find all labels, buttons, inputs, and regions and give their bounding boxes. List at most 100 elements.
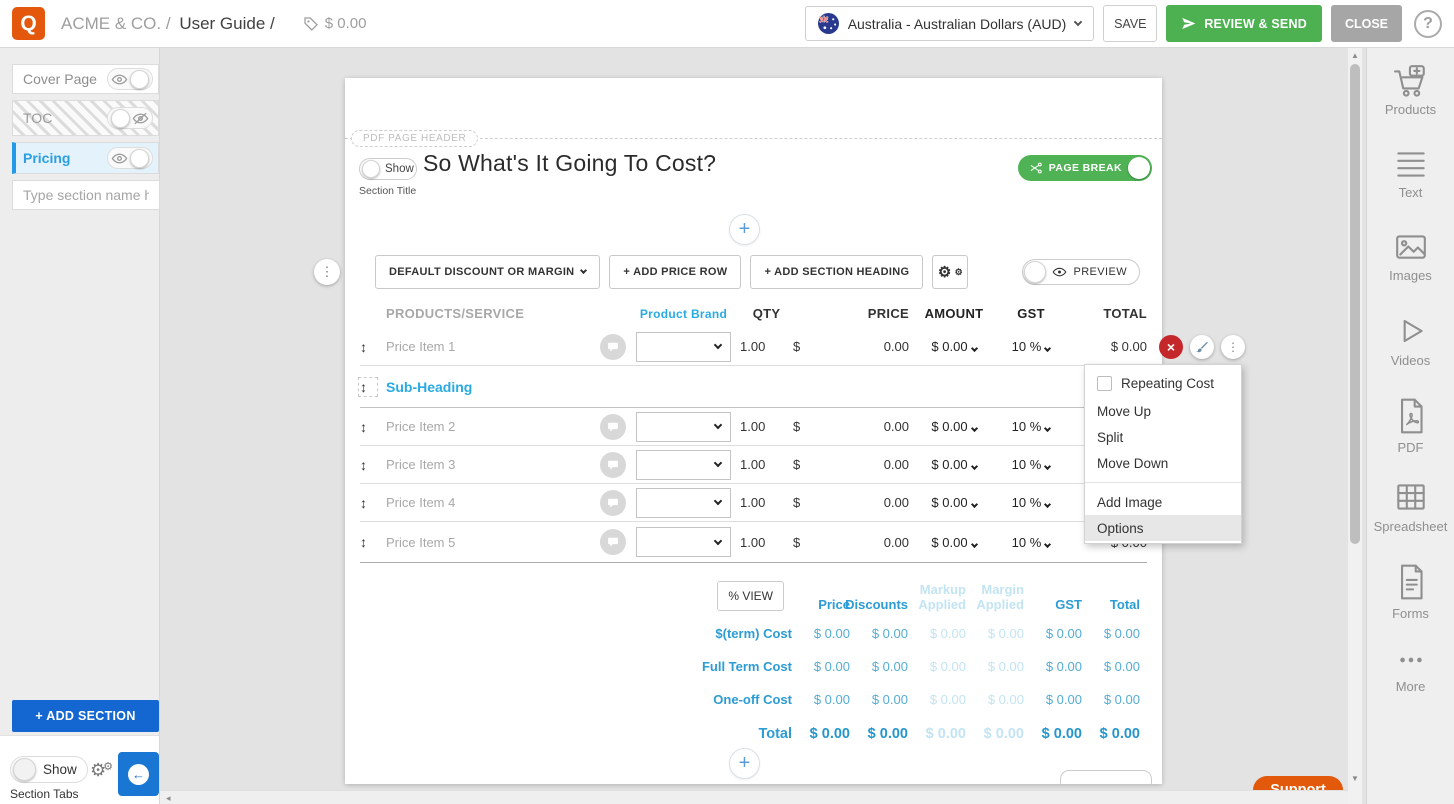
default-discount-dropdown[interactable]: DEFAULT DISCOUNT OR MARGIN bbox=[375, 255, 601, 289]
drag-handle-icon[interactable]: ↕ bbox=[360, 494, 367, 511]
tool-pdf[interactable]: PDF bbox=[1367, 396, 1454, 479]
qty-value[interactable]: 1.00 bbox=[740, 457, 766, 472]
drag-handle-icon[interactable]: ↕ bbox=[360, 456, 367, 473]
comment-bubble-icon[interactable] bbox=[600, 413, 626, 440]
comment-bubble-icon[interactable] bbox=[600, 451, 626, 478]
summary-value: $ 0.00 bbox=[813, 659, 850, 674]
delete-row-button[interactable]: × bbox=[1159, 335, 1183, 359]
scroll-left-arrow[interactable]: ◂ bbox=[166, 793, 171, 803]
vertical-scrollbar[interactable]: ▲ ▼ bbox=[1348, 48, 1362, 804]
app-logo[interactable]: Q bbox=[12, 7, 45, 40]
tool-videos[interactable]: Videos bbox=[1367, 313, 1454, 396]
amount-select[interactable]: $ 0.00 bbox=[913, 457, 995, 472]
scroll-up-arrow[interactable]: ▲ bbox=[1351, 51, 1359, 60]
drag-handle-icon[interactable]: ↕ bbox=[360, 534, 367, 550]
menu-item-add-image[interactable]: Add Image bbox=[1085, 489, 1241, 515]
menu-item-move-up[interactable]: Move Up bbox=[1085, 398, 1241, 424]
scrollbar-thumb[interactable] bbox=[1350, 64, 1360, 544]
amount-select[interactable]: $ 0.00 bbox=[913, 339, 995, 354]
table-settings-gear-icon[interactable]: ⚙ ⚙ bbox=[932, 255, 969, 289]
menu-item-split[interactable]: Split bbox=[1085, 424, 1241, 450]
product-brand-select[interactable] bbox=[636, 527, 731, 557]
qty-value[interactable]: 1.00 bbox=[740, 339, 766, 354]
tool-text[interactable]: Text bbox=[1367, 147, 1454, 230]
gst-select[interactable]: 10 % bbox=[995, 457, 1067, 472]
add-content-above-button[interactable]: + bbox=[729, 214, 760, 245]
preview-toggle[interactable]: PREVIEW bbox=[1022, 259, 1140, 285]
new-section-name-input[interactable] bbox=[12, 180, 160, 210]
price-item-name[interactable]: Price Item 1 bbox=[386, 339, 456, 354]
product-brand-select[interactable] bbox=[636, 449, 731, 480]
percent-view-button[interactable]: % VIEW bbox=[717, 581, 784, 611]
drag-handle-icon[interactable]: ↕ bbox=[360, 418, 367, 435]
price-item-name[interactable]: Price Item 5 bbox=[386, 534, 456, 550]
section-tabs-show-toggle[interactable]: Show bbox=[10, 756, 88, 783]
sidebar-section-toc[interactable]: TOC bbox=[12, 100, 159, 136]
drag-handle-icon[interactable]: ↕ bbox=[358, 376, 378, 397]
qty-value[interactable]: 1.00 bbox=[740, 419, 766, 434]
comment-bubble-icon[interactable] bbox=[600, 489, 626, 516]
tool-spreadsheet[interactable]: Spreadsheet bbox=[1367, 479, 1454, 562]
product-brand-select[interactable] bbox=[636, 487, 731, 518]
style-brush-button[interactable] bbox=[1190, 335, 1214, 359]
qty-value[interactable]: 1.00 bbox=[740, 495, 766, 510]
breadcrumb-document[interactable]: User Guide / bbox=[179, 13, 275, 33]
tool-more[interactable]: More bbox=[1367, 645, 1454, 728]
price-value[interactable]: 0.00 bbox=[883, 457, 909, 472]
collapse-sidebar-button[interactable]: ← bbox=[118, 752, 159, 796]
product-brand-select[interactable] bbox=[636, 411, 731, 442]
sidebar-section-cover-page[interactable]: Cover Page bbox=[12, 64, 159, 94]
tool-images[interactable]: Images bbox=[1367, 230, 1454, 313]
scroll-down-arrow[interactable]: ▼ bbox=[1351, 774, 1359, 783]
section-settings-gear-icon[interactable]: ⚙⚙ bbox=[90, 760, 114, 780]
tool-products[interactable]: Products bbox=[1367, 64, 1454, 147]
price-item-name[interactable]: Price Item 2 bbox=[386, 419, 456, 434]
price-item-name[interactable]: Price Item 3 bbox=[386, 457, 456, 472]
currency-select[interactable]: Australia - Australian Dollars (AUD) bbox=[804, 6, 1095, 41]
gst-select[interactable]: 10 % bbox=[995, 495, 1067, 510]
amount-select[interactable]: $ 0.00 bbox=[913, 419, 995, 434]
section-drag-menu-icon[interactable]: ⋮ bbox=[314, 259, 340, 285]
add-section-button[interactable]: + ADD SECTION bbox=[12, 700, 159, 732]
menu-item-options[interactable]: Options bbox=[1085, 515, 1241, 541]
add-price-row-button[interactable]: + ADD PRICE ROW bbox=[609, 255, 742, 289]
row-more-options-button[interactable]: ⋮ bbox=[1221, 335, 1245, 359]
summary-row-label: $(term) Cost bbox=[715, 626, 792, 641]
gst-select[interactable]: 10 % bbox=[995, 339, 1067, 354]
comment-bubble-icon[interactable] bbox=[600, 333, 626, 360]
repeating-cost-checkbox[interactable] bbox=[1097, 375, 1112, 391]
horizontal-scrollbar[interactable]: ◂ bbox=[160, 790, 1348, 804]
eye-icon bbox=[111, 73, 128, 86]
help-button[interactable]: ? bbox=[1414, 9, 1442, 38]
section-title-show-toggle[interactable]: Show bbox=[359, 158, 417, 180]
gst-select[interactable]: 10 % bbox=[995, 419, 1067, 434]
summary-value: $ 0.00 bbox=[1045, 626, 1082, 641]
visibility-toggle[interactable] bbox=[107, 147, 153, 169]
sidebar-section-pricing[interactable]: Pricing bbox=[12, 142, 159, 174]
visibility-toggle[interactable] bbox=[107, 107, 153, 129]
qty-value[interactable]: 1.00 bbox=[740, 534, 766, 550]
add-section-heading-button[interactable]: + ADD SECTION HEADING bbox=[750, 255, 924, 289]
page-break-toggle[interactable]: PAGE BREAK bbox=[1017, 155, 1152, 181]
price-item-name[interactable]: Price Item 4 bbox=[386, 495, 456, 510]
close-button[interactable]: CLOSE bbox=[1330, 5, 1402, 42]
visibility-toggle[interactable] bbox=[107, 68, 153, 90]
comment-bubble-icon[interactable] bbox=[600, 529, 626, 555]
amount-select[interactable]: $ 0.00 bbox=[913, 495, 995, 510]
price-value[interactable]: 0.00 bbox=[883, 534, 909, 550]
drag-handle-icon[interactable]: ↕ bbox=[360, 338, 367, 355]
review-send-button[interactable]: REVIEW & SEND bbox=[1166, 5, 1322, 42]
tool-forms[interactable]: Forms bbox=[1367, 562, 1454, 645]
menu-item-repeating-cost[interactable]: Repeating Cost bbox=[1085, 368, 1241, 398]
add-content-below-button[interactable]: + bbox=[729, 748, 760, 779]
section-title[interactable]: So What's It Going To Cost? bbox=[423, 150, 717, 176]
product-brand-select[interactable] bbox=[636, 331, 731, 362]
menu-item-move-down[interactable]: Move Down bbox=[1085, 450, 1241, 476]
sub-heading-text[interactable]: Sub-Heading bbox=[386, 378, 473, 395]
price-value[interactable]: 0.00 bbox=[883, 495, 909, 510]
gst-select[interactable]: 10 % bbox=[995, 535, 1067, 550]
amount-select[interactable]: $ 0.00 bbox=[913, 535, 995, 550]
price-value[interactable]: 0.00 bbox=[883, 419, 909, 434]
price-value[interactable]: 0.00 bbox=[883, 339, 909, 354]
save-button[interactable]: SAVE bbox=[1103, 5, 1158, 42]
